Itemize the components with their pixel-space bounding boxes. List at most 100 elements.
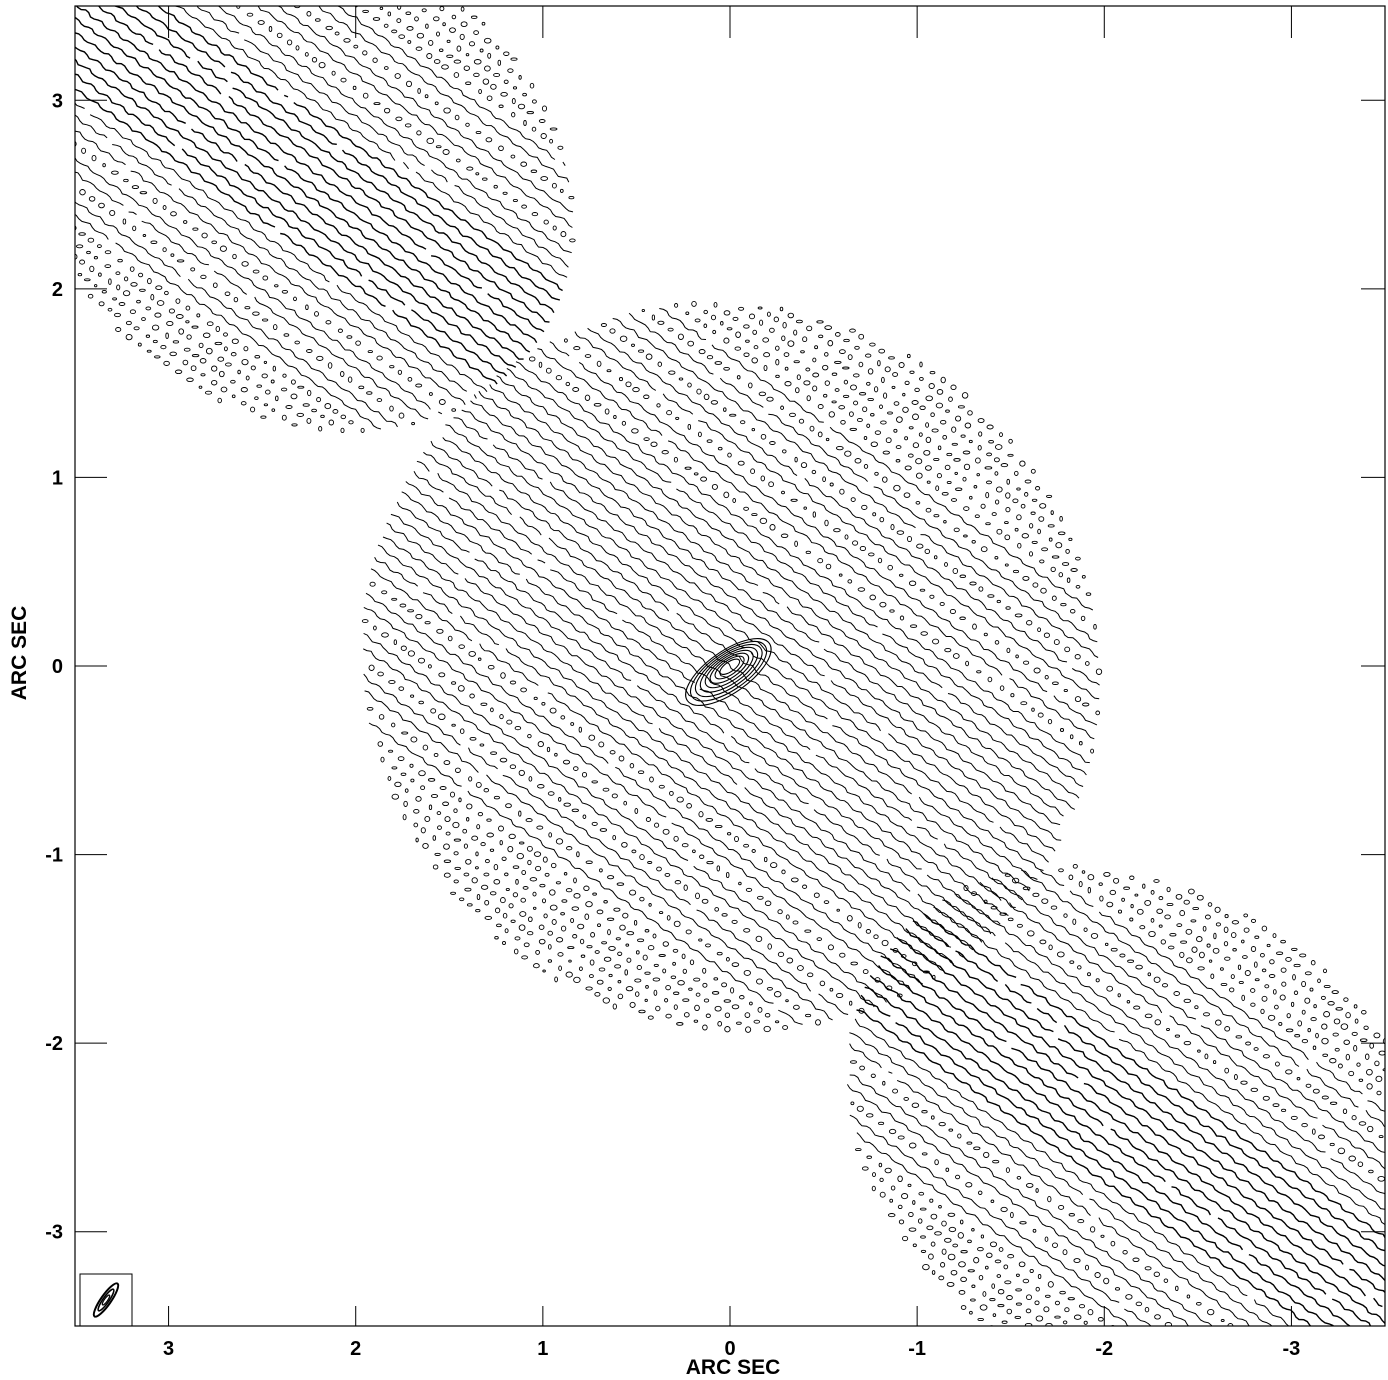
contour-blob bbox=[1010, 693, 1015, 698]
contour-blob bbox=[925, 395, 933, 402]
contour-blob bbox=[1139, 925, 1146, 930]
contour-blob bbox=[1335, 1007, 1343, 1011]
contour-blob bbox=[1203, 1012, 1210, 1017]
contour-blob bbox=[493, 863, 499, 871]
contour-line bbox=[363, 673, 849, 1015]
contour-blob bbox=[683, 884, 688, 891]
contour-blob bbox=[812, 372, 820, 378]
contour-blob bbox=[1164, 914, 1171, 920]
contour-blob bbox=[980, 1234, 985, 1239]
contour-blob bbox=[400, 772, 407, 776]
contour-blob bbox=[481, 21, 486, 26]
contour-blob bbox=[383, 23, 389, 28]
contour-blob bbox=[245, 375, 250, 381]
contour-blob bbox=[453, 59, 462, 64]
contour-blob bbox=[165, 332, 169, 339]
contour-blob bbox=[1117, 1373, 1123, 1376]
contour-blob bbox=[743, 352, 750, 357]
contour-blob bbox=[91, 154, 97, 162]
contour-blob bbox=[263, 403, 269, 407]
contour-blob bbox=[859, 1065, 865, 1071]
contour-blob bbox=[1053, 639, 1060, 646]
contour-blob bbox=[1114, 1287, 1121, 1291]
contour-blob bbox=[626, 957, 632, 963]
contour-blob bbox=[1090, 932, 1099, 939]
contour-blob bbox=[1166, 886, 1171, 893]
contour-blob bbox=[784, 366, 789, 371]
contour-blob bbox=[466, 903, 473, 907]
contour-blob bbox=[533, 696, 538, 701]
contour-blob bbox=[893, 484, 901, 492]
contour-blob bbox=[453, 838, 462, 842]
contour-blob bbox=[896, 530, 905, 535]
contour-blob bbox=[52, 127, 55, 132]
contour-blob bbox=[638, 349, 645, 353]
contour-blob bbox=[1366, 1083, 1373, 1090]
contour-blob bbox=[930, 1213, 938, 1220]
contour-blob bbox=[1081, 574, 1086, 579]
contour-blob bbox=[217, 356, 225, 362]
contour-blob bbox=[930, 412, 935, 418]
contour-line bbox=[75, 156, 443, 415]
contour-blob bbox=[1028, 551, 1034, 557]
contour-blob bbox=[541, 898, 547, 904]
contour-blob bbox=[657, 361, 663, 367]
contour-blob bbox=[518, 810, 522, 817]
contour-blob bbox=[823, 393, 828, 398]
contour-blob bbox=[955, 1174, 961, 1180]
contour-blob bbox=[953, 458, 961, 462]
contour-blob bbox=[465, 858, 472, 865]
contour-blob bbox=[853, 373, 860, 378]
contour-blob bbox=[466, 166, 474, 171]
contour-blob bbox=[1214, 906, 1221, 913]
contour-blob bbox=[925, 422, 930, 428]
contour-blob bbox=[170, 253, 175, 257]
contour-line bbox=[362, 648, 875, 1008]
contour-blob bbox=[123, 276, 129, 282]
contour-blob bbox=[953, 527, 960, 533]
contour-blob bbox=[959, 574, 967, 579]
contour-blob bbox=[738, 306, 745, 311]
contour-line bbox=[659, 308, 1094, 611]
contour-blob bbox=[803, 380, 811, 386]
contour-blob bbox=[1109, 889, 1117, 896]
contour-blob bbox=[1056, 951, 1065, 958]
contour-blob bbox=[508, 833, 516, 840]
contour-blob bbox=[811, 469, 817, 475]
contour-blob bbox=[460, 21, 468, 28]
contour-blob bbox=[297, 385, 305, 389]
contour-blob bbox=[983, 632, 988, 637]
contour-blob bbox=[743, 969, 751, 976]
contour-blob bbox=[723, 491, 730, 499]
contour-blob bbox=[1301, 1038, 1309, 1044]
contour-blob bbox=[1318, 1134, 1325, 1140]
contour-blob bbox=[751, 427, 756, 432]
contour-blob bbox=[669, 790, 674, 796]
contour-blob bbox=[1068, 1213, 1075, 1217]
contour-blob bbox=[362, 9, 369, 13]
contour-blob bbox=[561, 899, 568, 903]
contour-blob bbox=[281, 414, 287, 421]
contour-blob bbox=[340, 414, 347, 420]
contour-blob bbox=[1296, 1077, 1301, 1081]
contour-blob bbox=[443, 843, 450, 850]
contour-blob bbox=[1157, 1359, 1163, 1362]
contour-blob bbox=[768, 481, 774, 488]
contour-blob bbox=[389, 365, 395, 369]
contour-blob bbox=[623, 800, 628, 806]
contour-blob bbox=[219, 245, 227, 252]
contour-blob bbox=[1269, 1352, 1272, 1355]
contour-blob bbox=[1261, 925, 1268, 932]
contour-blob bbox=[1361, 1009, 1367, 1015]
contour-blob bbox=[114, 312, 121, 318]
contour-blob bbox=[703, 998, 710, 1003]
contour-blob bbox=[1269, 959, 1275, 965]
contour-blob bbox=[926, 1225, 934, 1231]
contour-blob bbox=[781, 869, 786, 875]
contour-blob bbox=[1304, 997, 1311, 1004]
contour-blob bbox=[599, 868, 603, 873]
contour-blob bbox=[483, 872, 490, 877]
contour-blob bbox=[314, 18, 321, 22]
contour-blob bbox=[1246, 1337, 1251, 1340]
contour-blob bbox=[480, 884, 489, 890]
